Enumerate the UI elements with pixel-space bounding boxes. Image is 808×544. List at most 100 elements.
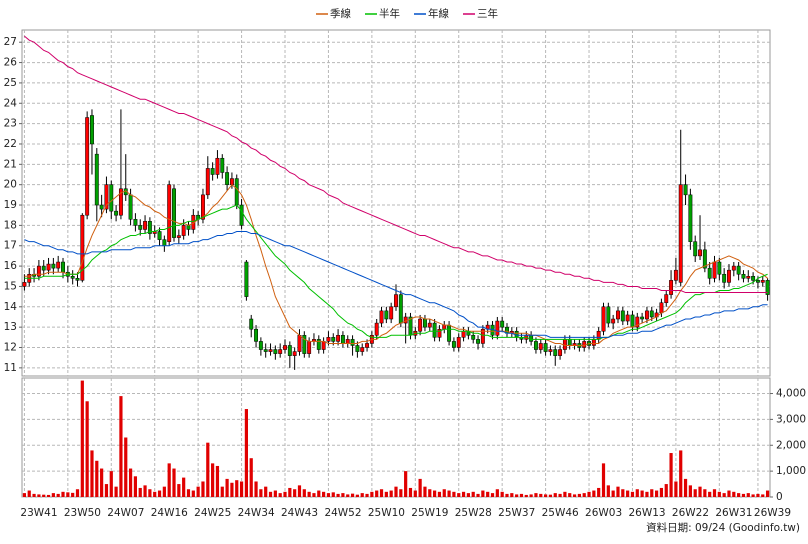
volume-bar [693,489,697,497]
candle-body [553,349,558,356]
candle-body [678,184,683,283]
volume-bar [737,493,741,497]
volume-bar [46,494,51,497]
volume-bar [461,491,466,497]
volume-bar [375,490,379,497]
volume-bar [751,494,755,497]
candle-body [538,343,543,350]
volume-bar [27,490,31,497]
candle-body [398,294,403,324]
candle-body [287,345,292,356]
legend-label: 年線 [428,7,449,20]
volume-bar [712,489,717,497]
y-tick-label: 2,000 [776,439,806,451]
y-tick-label: 11 [4,362,17,374]
y-tick-label: 13 [4,321,17,333]
volume-bar [32,493,36,497]
candle-body [210,168,215,175]
x-tick-label: 24W43 [281,507,318,519]
volume-bar [104,484,109,497]
volume-bar [71,492,75,497]
volume-bar [80,380,84,497]
volume-bar [177,484,181,497]
volume-bar [283,491,287,497]
volume-bar [384,491,388,497]
volume-bar [302,489,306,497]
x-tick-label: 26W31 [715,507,752,519]
volume-bar [128,468,133,497]
volume-bar [544,494,548,497]
volume-bar [645,491,649,497]
candle-body [302,335,307,354]
candle-body [365,343,369,348]
candle-body [698,249,702,257]
volume-bar [563,491,567,497]
volume-bar [273,490,277,497]
volume-bar [259,489,263,497]
volume-bar [95,460,99,497]
volume-bar [413,490,417,497]
candle-body [172,188,176,238]
candle-body [147,221,152,234]
candle-body [234,178,239,206]
volume-bar [211,463,215,497]
volume-bar [51,493,55,497]
volume-bar [138,487,142,497]
volume-bar [201,481,205,497]
candle-body [326,337,331,342]
candle-body [114,210,119,216]
candle-body [659,302,664,314]
candle-body [345,339,350,344]
x-tick-label: 26W03 [585,507,622,519]
volume-bar [601,463,606,497]
candle-body [471,335,476,340]
candle-body [683,184,688,196]
candle-body [707,267,712,279]
y-tick-label: 25 [4,77,17,89]
candle-body [423,318,427,328]
volume-bar [317,490,321,497]
x-tick-label: 24W07 [107,507,144,519]
volume-bar [548,494,553,497]
candle-body [543,343,548,352]
candle-body [625,314,630,322]
volume-bar [683,478,688,497]
candle-body [746,276,751,279]
volume-bar [727,490,731,497]
volume-bar [654,490,659,497]
volume-bar [568,493,572,497]
candle-body [760,280,765,283]
candle-body [741,273,746,279]
legend-label: 半年 [379,7,400,20]
volume-bar [196,486,200,497]
volume-bar [756,493,760,497]
candle-body [432,322,437,338]
volume-bar [616,486,620,497]
volume-bar [597,487,601,497]
candle-body [548,349,553,352]
candle-body [94,153,99,206]
volume-bar [346,494,350,497]
volume-bar [182,477,186,497]
x-tick-label: 26W13 [628,507,665,519]
volume-bar [312,493,316,497]
volume-bar [293,489,297,497]
volume-bar [191,490,195,497]
volume-bar [703,489,707,497]
volume-bar [220,486,224,497]
y-tick-label: 26 [4,57,18,69]
volume-bar [404,471,408,497]
volume-bar [341,493,345,497]
candle-body [451,341,456,348]
volume-bar [22,493,27,497]
candle-body [292,351,297,356]
candle-body [558,349,563,356]
volume-bar [611,490,615,497]
candle-body [620,310,625,322]
volume-bar [534,493,538,497]
x-tick-label: 26W39 [754,507,791,519]
volume-bar [490,493,495,497]
volume-bar [452,491,456,497]
volume-bar [606,485,610,497]
candle-body [268,349,273,352]
